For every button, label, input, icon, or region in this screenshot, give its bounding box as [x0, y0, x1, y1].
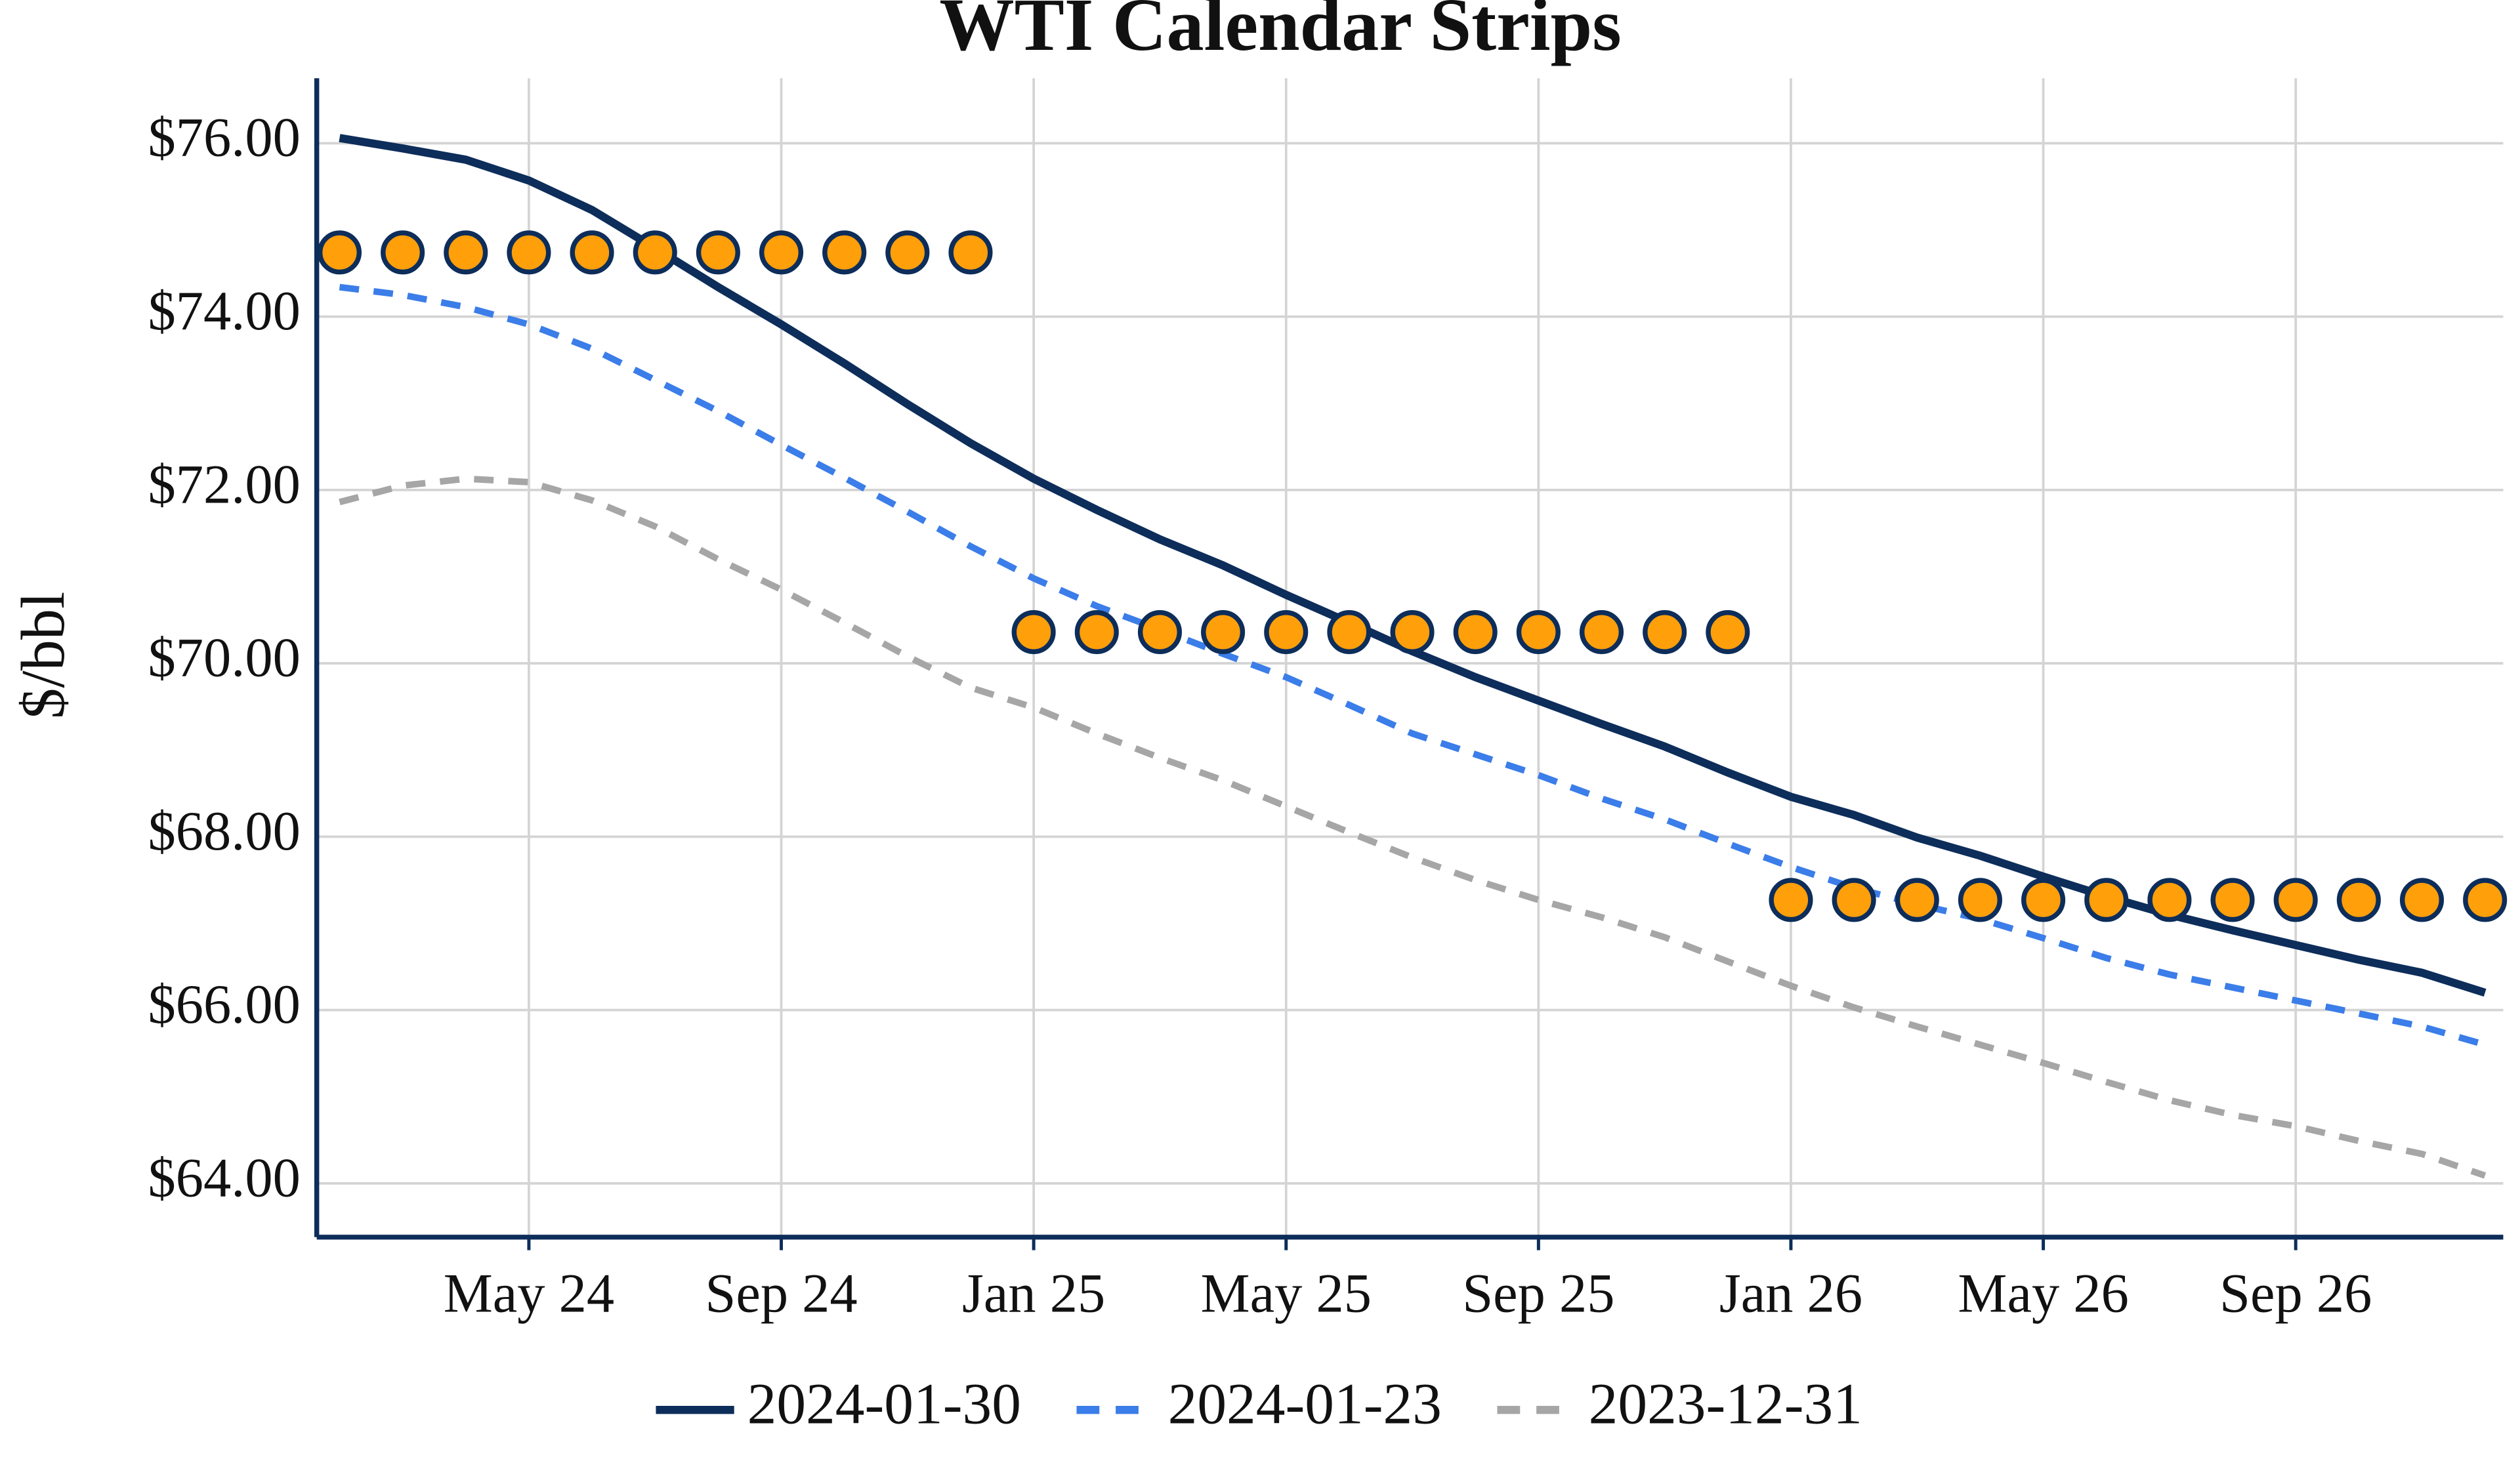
y-tick-label: $74.00	[148, 281, 301, 342]
y-tick-label: $70.00	[148, 628, 301, 689]
strip-dot	[1074, 610, 1119, 655]
y-tick-label: $66.00	[148, 974, 301, 1035]
x-tick-label: Jan 25	[962, 1264, 1105, 1325]
strip-dot	[885, 230, 930, 275]
strip-dot	[1390, 610, 1435, 655]
legend-label: 2023-12-31	[1589, 1372, 1862, 1437]
strip-dot	[948, 230, 993, 275]
strip-dot	[759, 230, 804, 275]
strip-dot	[2463, 878, 2508, 922]
strip-dot	[696, 230, 740, 275]
strip-dot	[1895, 878, 1939, 922]
strip-dot	[1643, 610, 1687, 655]
strip-dot	[1264, 610, 1309, 655]
strip-dot	[1327, 610, 1372, 655]
strip-dot	[381, 230, 425, 275]
strip-dot	[1011, 610, 1056, 655]
strip-dot	[2273, 878, 2318, 922]
x-tick-label: Jan 26	[1719, 1264, 1862, 1325]
y-tick-label: $68.00	[148, 801, 301, 862]
strip-dot	[1832, 878, 1876, 922]
y-tick-label: $76.00	[148, 108, 301, 169]
x-tick-label: Sep 24	[705, 1264, 857, 1325]
strip-dot	[1958, 878, 2002, 922]
x-tick-label: Sep 26	[2219, 1264, 2372, 1325]
strip-dot	[2021, 878, 2066, 922]
strip-dot	[2084, 878, 2129, 922]
strip-dot	[1137, 610, 1182, 655]
strip-dot	[1201, 610, 1246, 655]
strip-dot	[507, 230, 551, 275]
x-tick-label: May 26	[1958, 1264, 2128, 1325]
x-tick-label: May 24	[444, 1264, 614, 1325]
strip-dot	[1579, 610, 1624, 655]
y-axis-label: $/bbl	[9, 592, 77, 719]
chart-title: WTI Calendar Strips	[939, 0, 1621, 66]
strip-dot	[444, 230, 488, 275]
strip-dot	[1769, 878, 1813, 922]
strip-dot	[633, 230, 677, 275]
legend-label: 2024-01-23	[1168, 1372, 1442, 1437]
y-tick-label: $72.00	[148, 454, 301, 515]
strip-dot	[2399, 878, 2445, 922]
strip-dot	[1516, 610, 1561, 655]
x-tick-label: Sep 25	[1462, 1264, 1614, 1325]
legend-label: 2024-01-30	[747, 1372, 1021, 1437]
strip-dot	[2336, 878, 2381, 922]
strip-dot	[317, 230, 362, 275]
y-tick-label: $64.00	[148, 1147, 301, 1208]
x-tick-label: May 25	[1201, 1264, 1372, 1325]
strip-dot	[2210, 878, 2255, 922]
strip-dot	[822, 230, 867, 275]
strip-dot	[570, 230, 614, 275]
strip-dot	[1706, 610, 1750, 655]
series-line	[339, 475, 2487, 1179]
series-line	[339, 283, 2487, 1048]
strip-dot	[2147, 878, 2192, 922]
strip-dot	[1453, 610, 1498, 655]
